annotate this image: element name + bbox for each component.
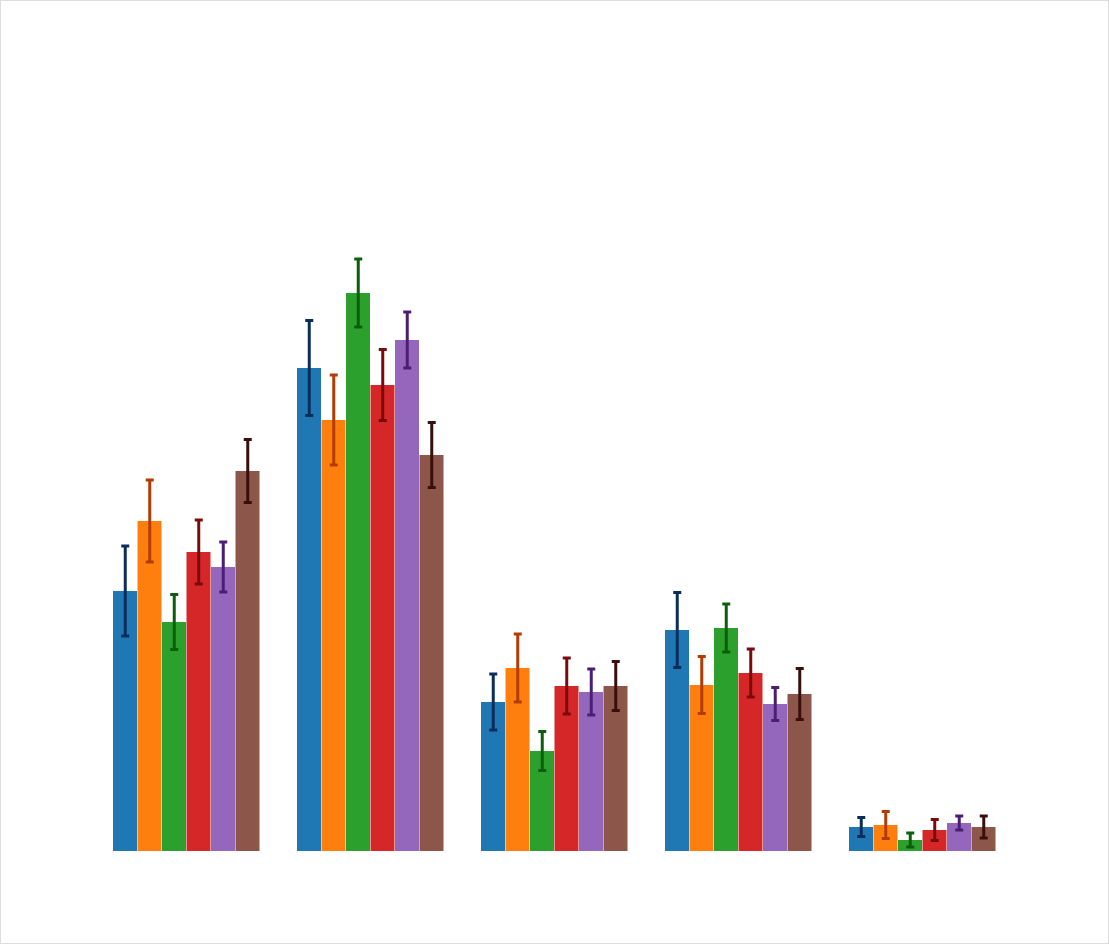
error-bar [562, 656, 571, 716]
bar [186, 552, 211, 851]
error-bar [378, 348, 387, 422]
error-bar [427, 421, 436, 489]
error-bar [611, 660, 620, 712]
bar [738, 673, 763, 851]
error-bar [722, 602, 731, 654]
error-bar [145, 478, 154, 564]
error-bar [219, 540, 228, 594]
error-bar [243, 438, 252, 504]
bar [419, 455, 444, 851]
bar [395, 340, 419, 851]
error-bar [771, 686, 780, 722]
bar [211, 567, 235, 851]
bar [235, 471, 260, 851]
error-bar [587, 667, 596, 717]
error-bar [795, 667, 804, 721]
error-bar [305, 319, 314, 417]
error-bar [403, 310, 412, 370]
bar [137, 521, 162, 851]
error-bar [857, 816, 866, 838]
error-bar [194, 518, 203, 586]
bar [603, 686, 628, 851]
bar [162, 622, 186, 851]
error-bar [121, 544, 130, 638]
bar [370, 385, 395, 851]
bar [763, 704, 787, 851]
error-bar [881, 810, 890, 840]
error-bar [673, 591, 682, 669]
error-bar [489, 672, 498, 732]
bar [579, 692, 603, 851]
bar [714, 628, 738, 851]
bar [321, 420, 346, 851]
error-bar [697, 655, 706, 715]
error-bar [170, 593, 179, 651]
error-bar [329, 373, 338, 467]
error-bar [979, 814, 988, 840]
error-bar [354, 257, 363, 329]
bar [297, 368, 321, 851]
error-bar [746, 647, 755, 699]
error-bar [930, 818, 939, 842]
error-bar [955, 814, 964, 832]
error-bar [513, 632, 522, 704]
bar [346, 293, 370, 851]
error-bar [538, 730, 547, 772]
error-bar [906, 831, 915, 849]
